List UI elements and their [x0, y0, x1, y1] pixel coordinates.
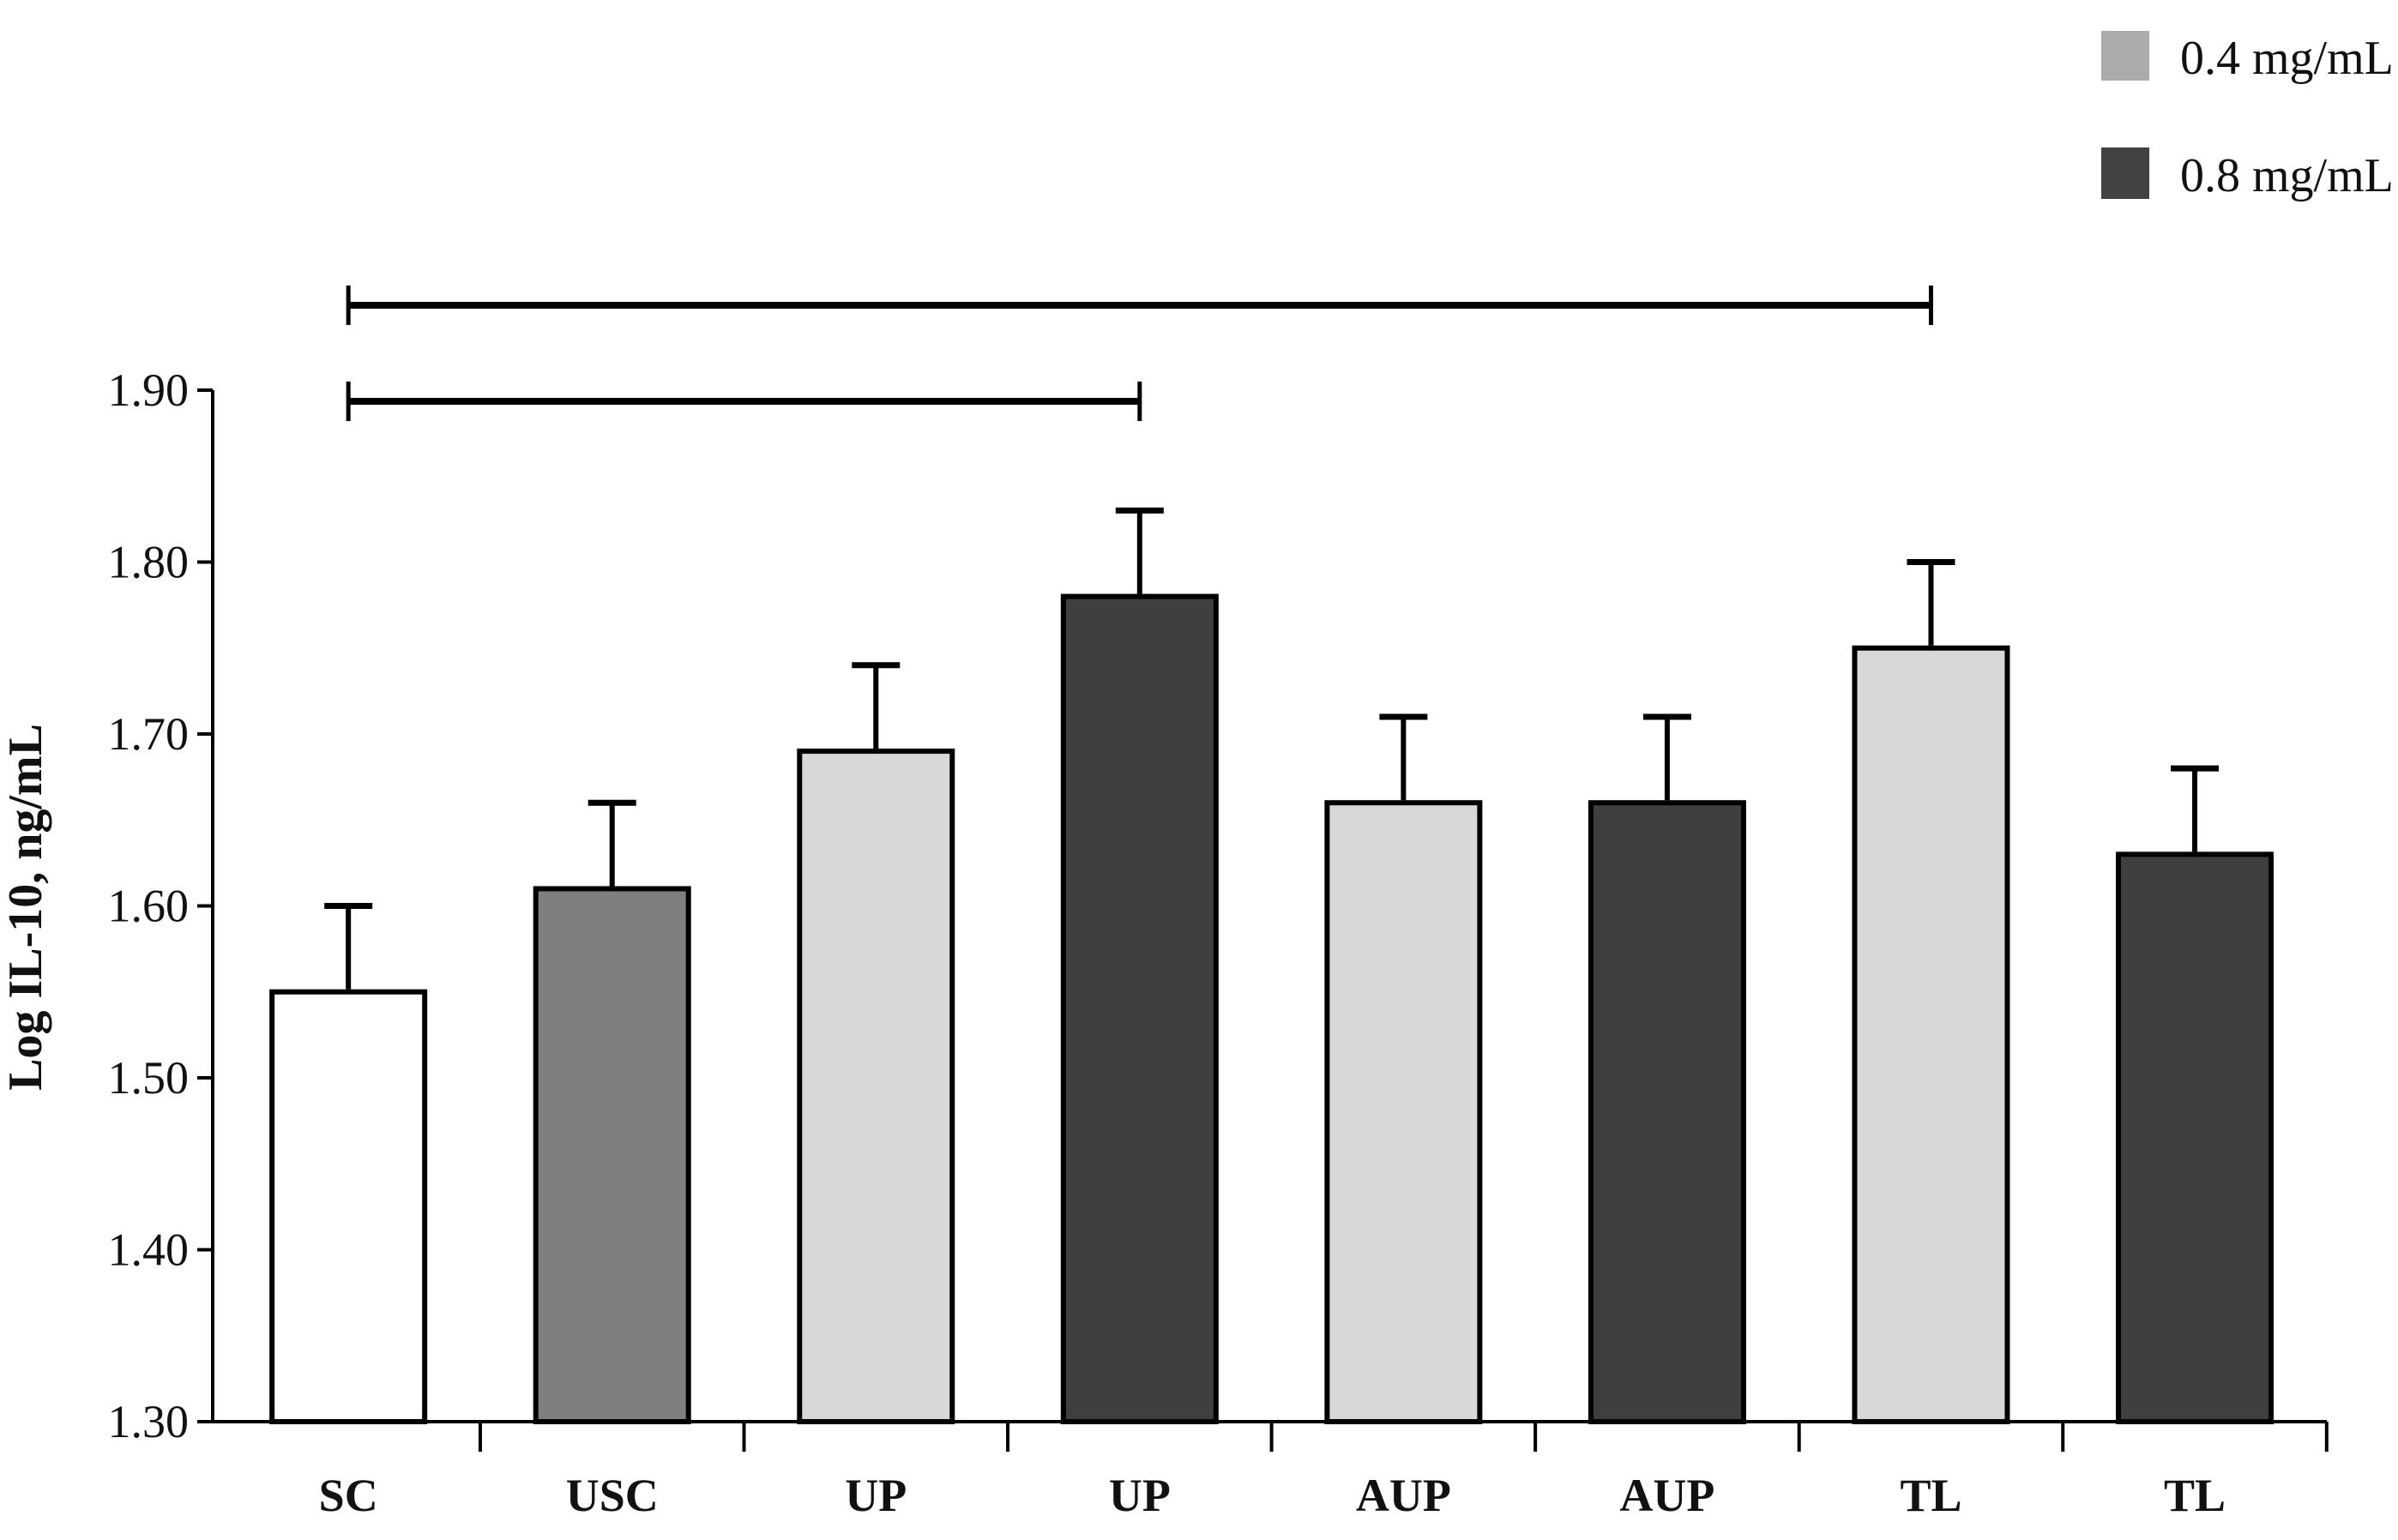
bar-tl-8	[2116, 851, 2274, 1424]
y-tick-label: 1.90	[108, 364, 190, 416]
legend-label-0.8mg: 0.8 mg/mL	[2180, 149, 2394, 202]
y-tick-label: 1.30	[108, 1396, 190, 1447]
x-category-label-tl: TL	[2164, 1470, 2226, 1521]
axes-group	[197, 388, 2329, 1452]
x-category-label-up: UP	[1109, 1470, 1171, 1521]
bar-aup-5	[1324, 800, 1483, 1424]
significance-bracket-2	[346, 382, 1142, 421]
x-category-label-usc: USC	[566, 1470, 659, 1521]
legend-label-0.4mg: 0.4 mg/mL	[2180, 32, 2394, 85]
x-category-label-sc: SC	[319, 1470, 378, 1521]
y-tick-label: 1.50	[108, 1052, 190, 1104]
y-tick-label: 1.40	[108, 1224, 190, 1276]
bar-tl-7	[1852, 645, 2010, 1424]
y-tick-label: 1.80	[108, 537, 190, 588]
significance-brackets	[346, 286, 1933, 421]
bar-up-3	[797, 749, 955, 1424]
legend: 0.4 mg/mL 0.8 mg/mL	[2101, 31, 2394, 202]
bar-up-4	[1060, 593, 1219, 1424]
bar-aup-6	[1588, 800, 1746, 1424]
y-tick-label: 1.60	[108, 881, 190, 932]
legend-swatch-0.8mg	[2101, 147, 2149, 199]
bar-usc-2	[533, 886, 691, 1424]
y-tick-labels: 1.90 1.80 1.70 1.60 1.50 1.40 1.30	[108, 364, 190, 1447]
x-category-label-tl: TL	[1900, 1470, 1961, 1521]
y-tick-label: 1.70	[108, 708, 190, 760]
legend-swatch-0.4mg	[2101, 31, 2149, 81]
bar-sc-1	[269, 989, 428, 1424]
significance-bracket-1	[346, 286, 1933, 325]
x-category-labels: SC USC UP UP AUP AUP TL TL	[319, 1470, 2226, 1521]
y-axis-title: Log IL-10, ng/mL	[0, 724, 52, 1091]
error-bars-group	[324, 507, 2220, 990]
bars-group	[269, 593, 2274, 1424]
x-category-label-up: UP	[845, 1470, 907, 1521]
x-category-label-aup: AUP	[1619, 1470, 1714, 1521]
x-category-label-aup: AUP	[1356, 1470, 1451, 1521]
